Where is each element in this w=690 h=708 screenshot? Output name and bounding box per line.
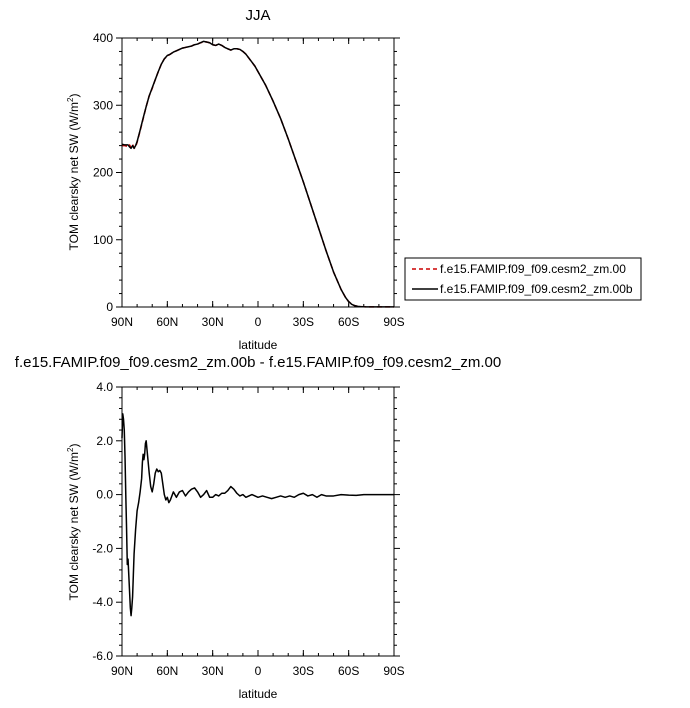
chart-top-x-tick-label: 90N: [111, 315, 133, 329]
chart-top-x-tick-label: 60S: [338, 315, 359, 329]
chart-top-ylabel-main: TOM clearsky net SW (W/m: [67, 102, 81, 250]
chart-top: JJA latitude TOM clearsky net SW (W/m2) …: [66, 7, 405, 352]
chart-bottom-y-tick-label: 2.0: [96, 434, 113, 448]
chart-top-x-tick-label: 30N: [202, 315, 224, 329]
legend-label-series-b: f.e15.FAMIP.f09_f09.cesm2_zm.00b: [440, 282, 633, 296]
chart-top-y-tick-label: 200: [93, 166, 113, 180]
chart-top-plot-frame: [121, 37, 395, 308]
chart-top-x-tick-label: 90S: [383, 315, 404, 329]
chart-bottom-ylabel-main: TOM clearsky net SW (W/m: [67, 452, 81, 600]
chart-bottom-x-tick-label: 30N: [202, 664, 224, 678]
chart-bottom: f.e15.FAMIP.f09_f09.cesm2_zm.00b - f.e15…: [15, 354, 501, 701]
chart-top-ylabel-close: ): [67, 94, 81, 98]
chart-bottom-y-tick-label: -6.0: [92, 649, 113, 663]
chart-top-series-line-0: [122, 41, 394, 308]
chart-top-y-tick-label: 100: [93, 233, 113, 247]
chart-top-series-line-1: [121, 40, 394, 308]
chart-top-y-tick-label: 300: [93, 98, 113, 112]
chart-bottom-title: f.e15.FAMIP.f09_f09.cesm2_zm.00b - f.e15…: [15, 354, 501, 371]
chart-bottom-x-tick-label: 60S: [338, 664, 359, 678]
chart-top-legend: f.e15.FAMIP.f09_f09.cesm2_zm.00 f.e15.FA…: [404, 257, 642, 301]
chart-bottom-y-tick-label: 0.0: [96, 488, 113, 502]
chart-top-y-tick-label: 400: [93, 31, 113, 45]
chart-bottom-series-line-0: [121, 413, 394, 617]
chart-top-x-tick-label: 30S: [293, 315, 314, 329]
chart-bottom-plot-frame: [121, 386, 395, 657]
chart-top-x-tick-label: 60N: [156, 315, 178, 329]
chart-bottom-x-tick-label: 90N: [111, 664, 133, 678]
chart-bottom-x-tick-label: 0: [255, 664, 262, 678]
chart-bottom-x-tick-label: 30S: [293, 664, 314, 678]
chart-top-ylabel-sup: 2: [66, 97, 75, 102]
chart-bottom-x-tick-label: 90S: [383, 664, 404, 678]
chart-bottom-ylabel: TOM clearsky net SW (W/m2): [66, 444, 81, 601]
chart-bottom-y-tick-label: -4.0: [92, 595, 113, 609]
legend-label-series-a: f.e15.FAMIP.f09_f09.cesm2_zm.00: [440, 262, 626, 276]
chart-bottom-ylabel-close: ): [67, 444, 81, 448]
chart-top-ylabel: TOM clearsky net SW (W/m2): [66, 94, 81, 251]
chart-bottom-xlabel: latitude: [239, 687, 278, 701]
chart-top-title: JJA: [245, 7, 270, 24]
chart-bottom-y-tick-label: -2.0: [92, 541, 113, 555]
chart-top-xlabel: latitude: [239, 338, 278, 352]
chart-top-x-tick-label: 0: [255, 315, 262, 329]
chart-bottom-y-tick-label: 4.0: [96, 380, 113, 394]
chart-bottom-x-tick-label: 60N: [156, 664, 178, 678]
chart-top-y-tick-label: 0: [106, 300, 113, 314]
legend-frame: [404, 257, 642, 301]
chart-bottom-ylabel-sup: 2: [66, 447, 75, 452]
